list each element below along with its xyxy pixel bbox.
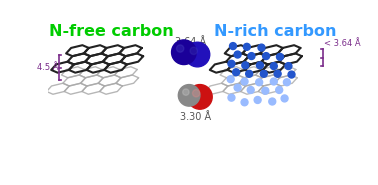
Circle shape bbox=[281, 95, 288, 102]
Circle shape bbox=[172, 40, 196, 65]
Circle shape bbox=[258, 44, 265, 51]
Circle shape bbox=[247, 87, 254, 93]
Circle shape bbox=[243, 43, 250, 50]
Text: N-rich carbon: N-rich carbon bbox=[214, 24, 336, 39]
Circle shape bbox=[177, 45, 184, 52]
Circle shape bbox=[234, 84, 241, 91]
Circle shape bbox=[183, 89, 189, 95]
Text: < 3.64 Å: < 3.64 Å bbox=[324, 39, 361, 48]
Circle shape bbox=[288, 71, 295, 78]
Circle shape bbox=[269, 98, 276, 105]
Circle shape bbox=[257, 62, 263, 69]
Circle shape bbox=[192, 90, 200, 97]
Circle shape bbox=[241, 99, 248, 106]
Circle shape bbox=[270, 78, 277, 85]
Circle shape bbox=[190, 47, 197, 55]
Circle shape bbox=[246, 70, 253, 77]
Circle shape bbox=[254, 97, 261, 103]
Circle shape bbox=[276, 53, 284, 60]
Text: 3.64 Å: 3.64 Å bbox=[175, 37, 206, 47]
Circle shape bbox=[187, 85, 212, 109]
Text: 4.5 Å: 4.5 Å bbox=[37, 63, 58, 72]
Circle shape bbox=[276, 87, 283, 93]
Circle shape bbox=[285, 63, 292, 70]
Circle shape bbox=[241, 78, 248, 85]
Circle shape bbox=[284, 79, 290, 86]
Circle shape bbox=[227, 76, 234, 83]
Text: N-free carbon: N-free carbon bbox=[49, 24, 174, 39]
Circle shape bbox=[262, 87, 269, 94]
Circle shape bbox=[248, 53, 255, 60]
Text: 3.30 Å: 3.30 Å bbox=[180, 112, 212, 122]
Circle shape bbox=[228, 94, 235, 101]
Circle shape bbox=[234, 51, 241, 58]
Circle shape bbox=[260, 70, 267, 77]
Circle shape bbox=[185, 42, 210, 67]
Circle shape bbox=[228, 60, 235, 67]
Circle shape bbox=[178, 85, 200, 106]
Circle shape bbox=[274, 70, 281, 77]
Circle shape bbox=[263, 53, 270, 60]
Circle shape bbox=[232, 69, 240, 76]
Circle shape bbox=[242, 62, 249, 69]
Circle shape bbox=[270, 63, 277, 70]
Circle shape bbox=[229, 43, 237, 50]
Circle shape bbox=[256, 79, 263, 86]
